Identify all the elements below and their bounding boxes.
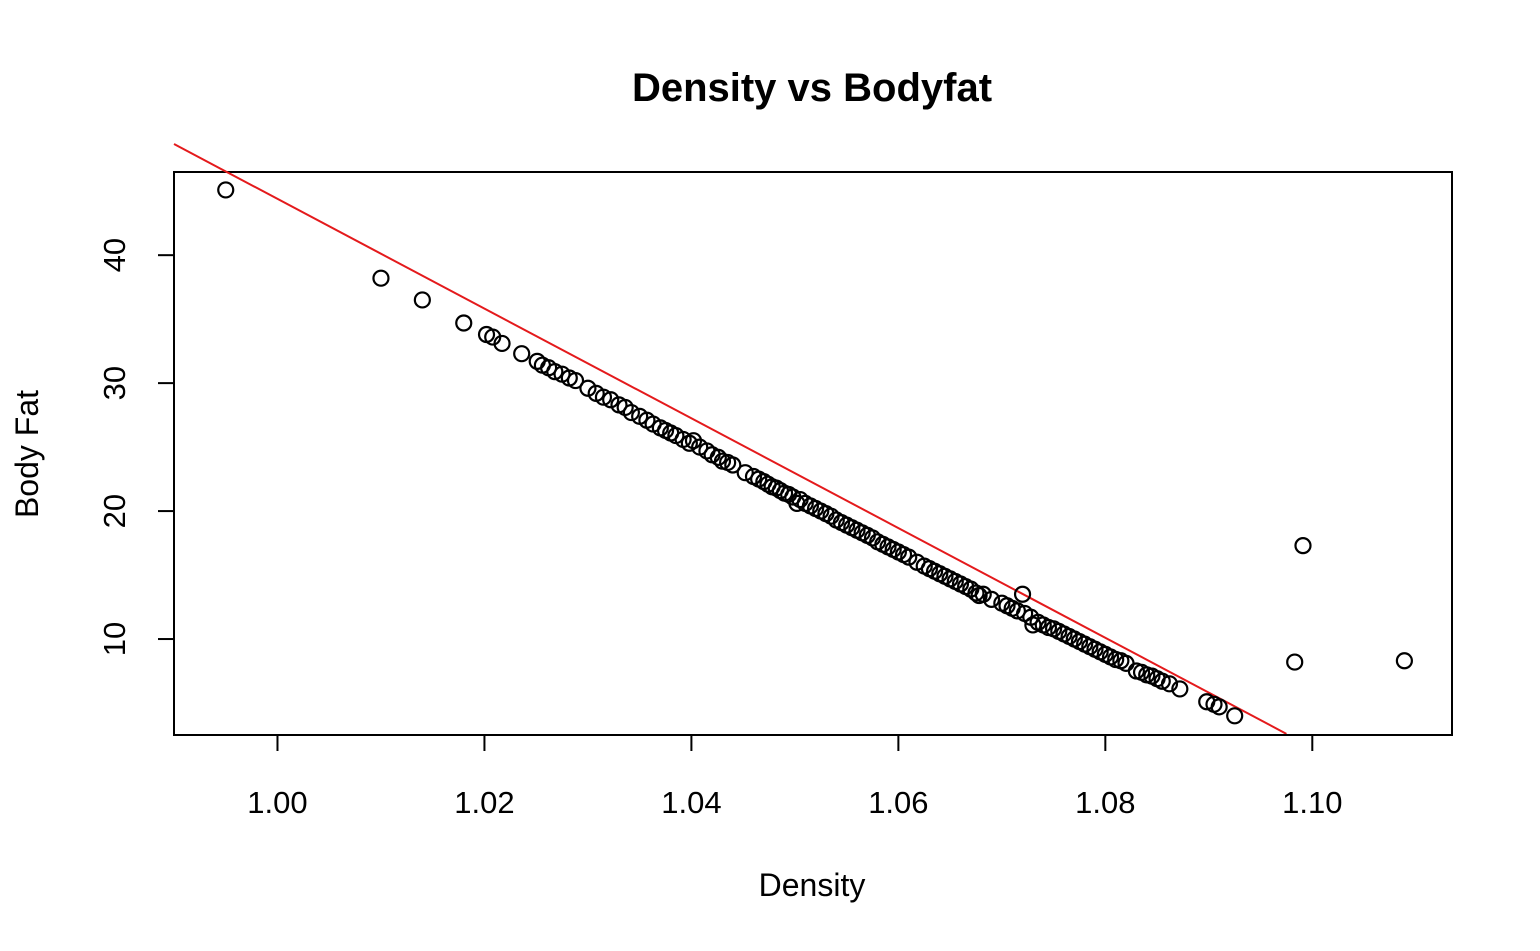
data-point: [1013, 585, 1032, 603]
data-point: [1160, 675, 1179, 693]
data-point: [974, 585, 992, 603]
data-point: [1117, 654, 1135, 672]
data-point: [900, 548, 918, 566]
y-tick-label: 30: [97, 366, 132, 400]
data-point: [513, 345, 531, 363]
chart-title: Density vs Bodyfat: [632, 66, 992, 110]
data-point: [566, 371, 585, 390]
x-tick-label: 1.10: [1282, 785, 1342, 820]
y-tick-label: 10: [97, 622, 132, 656]
y-axis: 10 20 30 40: [97, 238, 175, 656]
fit-line-group: [173, 143, 1287, 735]
x-tick-label: 1.00: [247, 785, 307, 820]
points-group: [217, 181, 1413, 725]
data-point: [709, 448, 727, 466]
data-point: [493, 334, 511, 353]
data-point: [1294, 537, 1312, 555]
data-point: [602, 391, 620, 409]
plot-frame: [173, 171, 1453, 736]
x-tick-label: 1.06: [868, 785, 928, 820]
x-tick-label: 1.02: [454, 785, 514, 820]
data-point: [1171, 680, 1189, 698]
y-tick-label: 20: [97, 494, 132, 528]
data-point: [1226, 707, 1244, 725]
data-point: [455, 314, 473, 332]
x-tick-label: 1.08: [1075, 785, 1135, 820]
y-tick-label: 40: [97, 238, 132, 272]
data-point: [413, 291, 431, 309]
x-axis-label: Density: [759, 867, 866, 903]
data-point: [967, 584, 985, 602]
x-axis: 1.00 1.02 1.04 1.06 1.08 1.10: [247, 734, 1342, 820]
data-point: [736, 464, 754, 482]
data-point: [1153, 672, 1171, 690]
data-point: [982, 590, 1001, 608]
data-point: [579, 379, 597, 397]
data-point: [1286, 653, 1304, 671]
data-point: [1210, 698, 1228, 716]
data-point: [1008, 602, 1026, 620]
data-point: [546, 363, 564, 381]
x-tick-label: 1.04: [661, 785, 721, 820]
data-point: [1395, 652, 1413, 670]
data-point: [217, 181, 235, 199]
data-point: [372, 269, 390, 287]
data-point: [622, 403, 640, 422]
regression-line: [173, 143, 1287, 735]
y-axis-label: Body Fat: [9, 390, 45, 518]
data-point: [594, 388, 613, 406]
data-point: [724, 456, 742, 474]
